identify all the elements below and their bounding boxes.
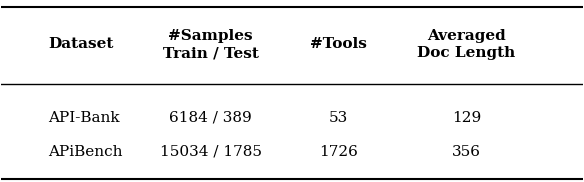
Text: 1726: 1726	[319, 145, 358, 159]
Text: 356: 356	[452, 145, 481, 159]
Text: API-Bank: API-Bank	[48, 111, 120, 125]
Text: Averaged
Doc Length: Averaged Doc Length	[417, 29, 516, 60]
Text: #Samples
Train / Test: #Samples Train / Test	[163, 29, 259, 60]
Text: 15034 / 1785: 15034 / 1785	[159, 145, 262, 159]
Text: APiBench: APiBench	[48, 145, 123, 159]
Text: 129: 129	[452, 111, 481, 125]
Text: Dataset: Dataset	[48, 37, 113, 51]
Text: #Tools: #Tools	[310, 37, 367, 51]
Text: 53: 53	[329, 111, 348, 125]
Text: 6184 / 389: 6184 / 389	[169, 111, 252, 125]
